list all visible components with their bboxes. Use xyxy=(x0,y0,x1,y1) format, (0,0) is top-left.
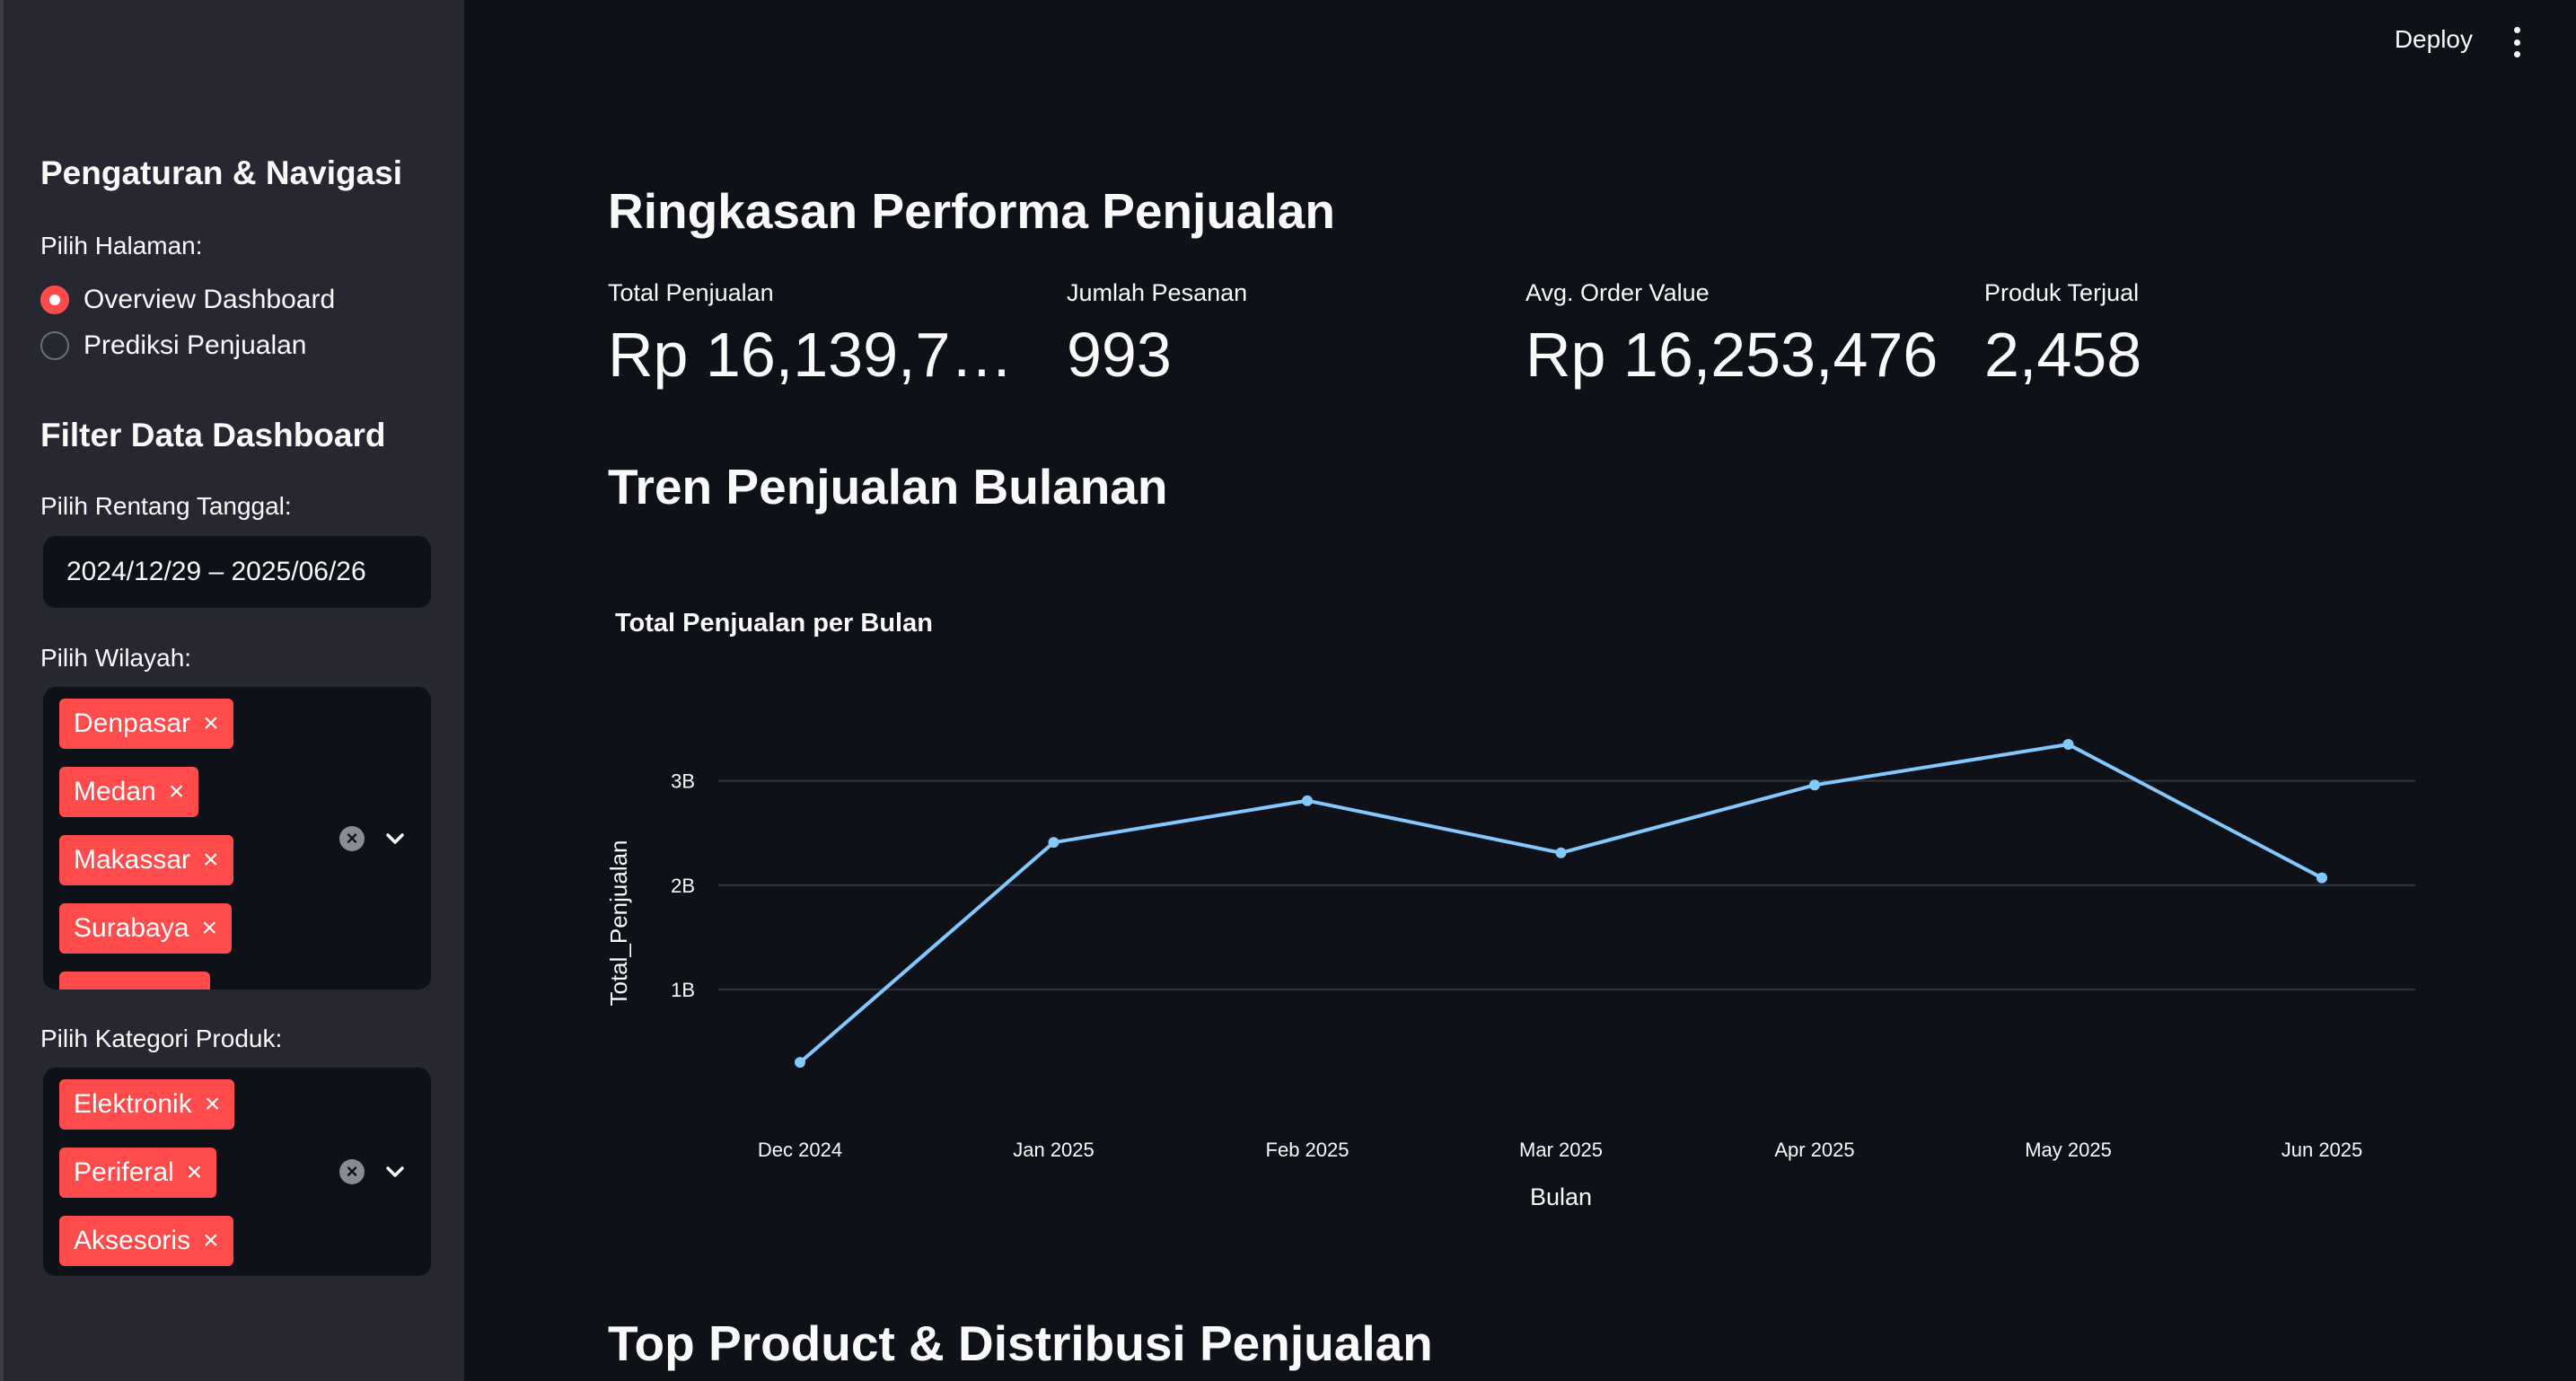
remove-tag-icon[interactable]: × xyxy=(204,1089,221,1119)
chart-x-ticks: Dec 2024 Jan 2025 Feb 2025 Mar 2025 Apr 2025… xyxy=(758,1139,2362,1161)
sales-line-chart: 1B 2B 3B Dec 2024 Jan 2025 Feb 2025 Mar 2025 A… xyxy=(605,739,2415,1210)
tag-label: Medan xyxy=(74,777,156,806)
metric-label-jumlah-pesanan: Jumlah Pesanan xyxy=(1067,279,1248,306)
chevron-down-icon[interactable] xyxy=(382,1159,408,1184)
region-multiselect[interactable]: Denpasar × Medan × Makassar × Surabaya ×… xyxy=(43,687,431,990)
tag-elektronik: Elektronik × xyxy=(59,1079,235,1130)
metric-value-jumlah-pesanan: 993 xyxy=(1067,320,1172,390)
remove-tag-icon[interactable]: × xyxy=(203,1226,219,1255)
clear-circle-icon[interactable]: × xyxy=(339,1159,365,1184)
tag-partially-hidden xyxy=(59,972,210,990)
x-axis-label: Bulan xyxy=(1530,1183,1592,1210)
tag-surabaya: Surabaya × xyxy=(59,903,232,954)
x-tick-label: Feb 2025 xyxy=(1266,1139,1350,1161)
radio-selected-indicator xyxy=(40,286,69,314)
metric-value-avg-order-value: Rp 16,253,476 xyxy=(1525,320,1939,390)
x-tick-label: Apr 2025 xyxy=(1774,1139,1854,1161)
tag-label: Makassar xyxy=(74,845,191,875)
tag-medan: Medan × xyxy=(59,767,199,817)
tag-label: Aksesoris xyxy=(74,1226,191,1255)
next-section-title: Top Product & Distribusi Penjualan xyxy=(608,1315,1433,1371)
chart-title: Total Penjualan per Bulan xyxy=(615,609,933,638)
remove-tag-icon[interactable]: × xyxy=(186,1157,203,1187)
x-tick-label: Jan 2025 xyxy=(1013,1139,1095,1161)
metric-value-total-penjualan: Rp 16,139,70… xyxy=(608,320,1021,390)
x-tick-label: Dec 2024 xyxy=(758,1139,842,1161)
tag-makassar: Makassar × xyxy=(59,835,233,885)
data-point[interactable] xyxy=(2062,739,2074,751)
tag-label: Surabaya xyxy=(74,913,189,943)
trend-title: Tren Penjualan Bulanan xyxy=(608,459,1168,515)
summary-title: Ringkasan Performa Penjualan xyxy=(608,183,1335,239)
chart-points xyxy=(795,739,2327,1069)
filter-title: Filter Data Dashboard xyxy=(40,417,386,453)
y-tick-label: 3B xyxy=(671,770,695,793)
metric-label-total-penjualan: Total Penjualan xyxy=(608,279,774,306)
sidebar-nav-title: Pengaturan & Navigasi xyxy=(40,154,403,191)
remove-tag-icon[interactable]: × xyxy=(168,777,185,806)
date-range-input[interactable]: 2024/12/29 – 2025/06/26 xyxy=(43,536,431,608)
kebab-menu-icon[interactable] xyxy=(2508,27,2526,57)
tag-label: Elektronik xyxy=(74,1089,192,1119)
radio-label: Overview Dashboard xyxy=(84,285,336,314)
chart-gridlines xyxy=(718,779,2415,990)
region-label: Pilih Wilayah: xyxy=(40,644,192,672)
metric-label-avg-order-value: Avg. Order Value xyxy=(1525,279,1710,306)
y-tick-label: 1B xyxy=(671,979,695,1001)
clear-circle-icon[interactable]: × xyxy=(339,826,365,851)
data-point[interactable] xyxy=(1809,779,1820,791)
x-tick-label: Mar 2025 xyxy=(1519,1139,1603,1161)
category-multiselect[interactable]: Elektronik × Periferal × Aksesoris × × xyxy=(43,1068,431,1276)
radio-overview-dashboard[interactable]: Overview Dashboard xyxy=(40,282,335,318)
data-point[interactable] xyxy=(1555,847,1567,858)
remove-tag-icon[interactable]: × xyxy=(203,708,219,738)
x-tick-label: Jun 2025 xyxy=(2281,1139,2363,1161)
y-axis-label: Total_Penjualan xyxy=(605,840,632,1006)
tag-label: Periferal xyxy=(74,1157,174,1187)
tag-aksesoris: Aksesoris × xyxy=(59,1216,233,1266)
tag-periferal: Periferal × xyxy=(59,1148,217,1198)
category-label: Pilih Kategori Produk: xyxy=(40,1025,283,1052)
data-point[interactable] xyxy=(1048,837,1059,849)
data-point[interactable] xyxy=(795,1057,805,1069)
tag-label: Denpasar xyxy=(74,708,191,738)
remove-tag-icon[interactable]: × xyxy=(201,913,217,943)
y-tick-label: 2B xyxy=(671,875,695,897)
page-select-label: Pilih Halaman: xyxy=(40,232,203,259)
metric-label-produk-terjual: Produk Terjual xyxy=(1984,279,2140,306)
date-range-label: Pilih Rentang Tanggal: xyxy=(40,492,292,520)
metric-value-produk-terjual: 2,458 xyxy=(1984,320,2142,390)
x-tick-label: May 2025 xyxy=(2025,1139,2112,1161)
chevron-down-icon[interactable] xyxy=(382,826,408,851)
deploy-button[interactable]: Deploy xyxy=(2394,25,2473,53)
remove-tag-icon[interactable]: × xyxy=(203,845,219,875)
chart-y-ticks: 1B 2B 3B xyxy=(671,770,695,1001)
radio-unselected-indicator xyxy=(40,331,69,360)
tag-denpasar: Denpasar × xyxy=(59,699,233,749)
data-point[interactable] xyxy=(1302,795,1313,806)
radio-label: Prediksi Penjualan xyxy=(84,330,307,360)
series-line xyxy=(798,742,2323,1064)
sidebar: Pengaturan & Navigasi Pilih Halaman: Ove… xyxy=(0,0,464,1381)
data-point[interactable] xyxy=(2317,872,2327,884)
radio-prediksi-penjualan[interactable]: Prediksi Penjualan xyxy=(40,328,306,364)
